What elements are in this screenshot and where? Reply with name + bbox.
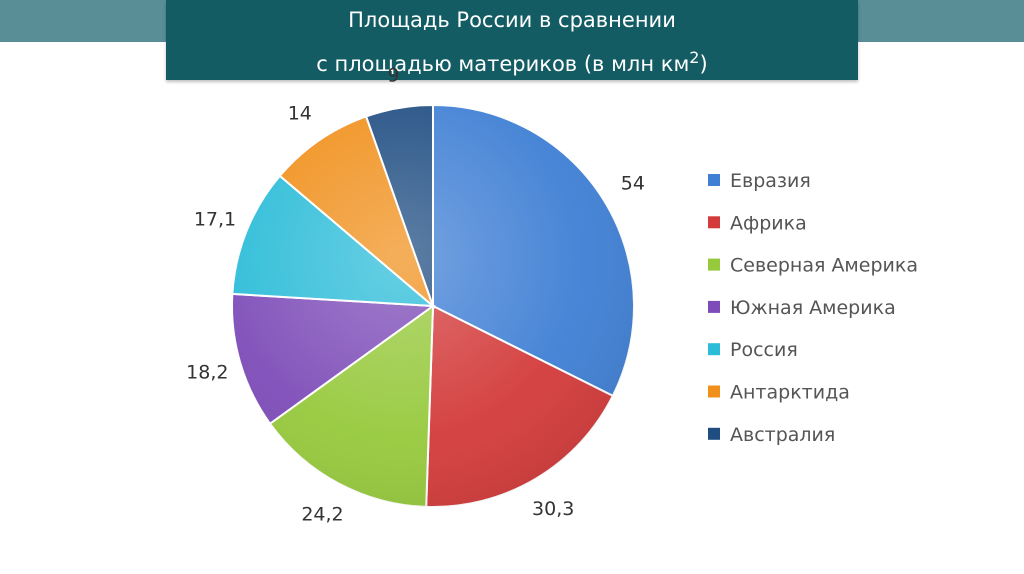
chart-title-line1: Площадь России в сравнении — [348, 8, 676, 32]
title-box: Площадь России в сравнении с площадью ма… — [166, 0, 858, 80]
legend-label-5: Россия — [730, 339, 798, 361]
data-label-7: 9 — [387, 64, 399, 86]
chart-title-line2-text: с площадью материков (в млн км — [316, 52, 690, 76]
legend-label-2: Африка — [730, 212, 807, 234]
legend-swatch-1 — [708, 174, 720, 186]
legend-swatch-3 — [708, 258, 720, 271]
data-labels: 54 30,3 24,2 18,2 17,1 14 9 — [186, 64, 645, 525]
legend-swatch-7 — [708, 427, 720, 440]
data-label-3: 24,2 — [301, 503, 343, 525]
legend-label-6: Антарктида — [730, 382, 850, 404]
data-label-2: 30,3 — [532, 498, 574, 520]
pie-slices — [230, 103, 635, 508]
legend-swatch-5 — [708, 343, 720, 356]
legend-swatch-2 — [708, 216, 720, 229]
chart-title-line2: с площадью материков (в млн км2) — [166, 45, 858, 77]
data-label-4: 18,2 — [186, 362, 228, 384]
data-label-1: 54 — [621, 172, 645, 194]
legend-label-1: Евразия — [730, 170, 811, 192]
chart-title-superscript: 2 — [689, 48, 700, 67]
legend-swatch-4 — [708, 300, 720, 313]
legend-label-7: Австралия — [730, 424, 835, 446]
legend-label-4: Южная Америка — [730, 297, 896, 319]
legend: Евразия Африка Северная Америка Южная Амери… — [708, 170, 918, 446]
legend-swatch-6 — [708, 385, 720, 398]
legend-label-3: Северная Америка — [730, 255, 918, 277]
chart-title-close: ) — [699, 52, 708, 76]
data-label-6: 14 — [288, 102, 312, 124]
data-label-5: 17,1 — [194, 208, 236, 230]
